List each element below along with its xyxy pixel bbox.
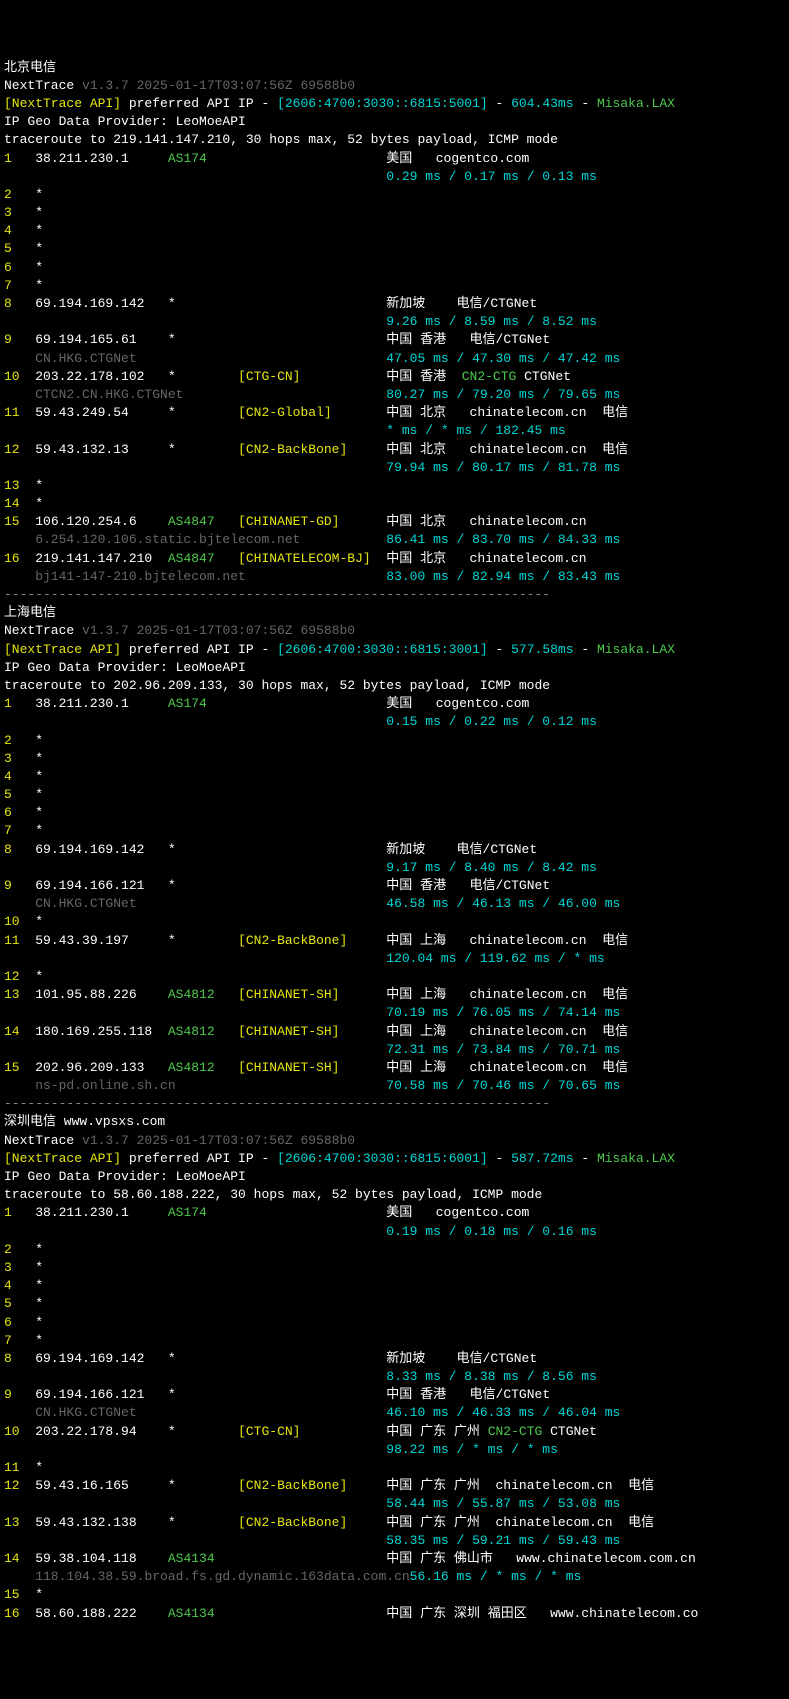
terminal-output: 北京电信NextTrace v1.3.7 2025-01-17T03:07:56… — [4, 59, 785, 1623]
api-line: [NextTrace API] preferred API IP - [2606… — [4, 641, 785, 659]
hop-row: 1 38.211.230.1 AS174 美国 cogentco.com — [4, 1204, 785, 1222]
hop-row: 1 38.211.230.1 AS174 美国 cogentco.com — [4, 695, 785, 713]
traceroute-line: traceroute to 58.60.188.222, 30 hops max… — [4, 1186, 785, 1204]
geo-line: IP Geo Data Provider: LeoMoeAPI — [4, 659, 785, 677]
hop-row: 10 203.22.178.102 * [CTG-CN] 中国 香港 CN2-C… — [4, 368, 785, 386]
hop-rdns: CN.HKG.CTGNet 47.05 ms / 47.30 ms / 47.4… — [4, 350, 785, 368]
hop-latency: 70.19 ms / 76.05 ms / 74.14 ms — [4, 1004, 785, 1022]
hop-row: 13 * — [4, 477, 785, 495]
version-line: NextTrace v1.3.7 2025-01-17T03:07:56Z 69… — [4, 77, 785, 95]
hop-row: 8 69.194.169.142 * 新加坡 电信/CTGNet — [4, 295, 785, 313]
hop-row: 12 59.43.132.13 * [CN2-BackBone] 中国 北京 c… — [4, 441, 785, 459]
hop-row: 1 38.211.230.1 AS174 美国 cogentco.com — [4, 150, 785, 168]
hop-latency: 120.04 ms / 119.62 ms / * ms — [4, 950, 785, 968]
hop-row: 3 * — [4, 204, 785, 222]
hop-row: 6 * — [4, 259, 785, 277]
hop-row: 2 * — [4, 186, 785, 204]
hop-row: 16 58.60.188.222 AS4134 中国 广东 深圳 福田区 www… — [4, 1605, 785, 1623]
hop-latency: 9.17 ms / 8.40 ms / 8.42 ms — [4, 859, 785, 877]
hop-row: 13 59.43.132.138 * [CN2-BackBone] 中国 广东 … — [4, 1514, 785, 1532]
hop-row: 6 * — [4, 1314, 785, 1332]
hop-row: 7 * — [4, 277, 785, 295]
hop-latency: 58.35 ms / 59.21 ms / 59.43 ms — [4, 1532, 785, 1550]
hop-row: 9 69.194.166.121 * 中国 香港 电信/CTGNet — [4, 1386, 785, 1404]
version-line: NextTrace v1.3.7 2025-01-17T03:07:56Z 69… — [4, 622, 785, 640]
hop-row: 4 * — [4, 222, 785, 240]
divider: ----------------------------------------… — [4, 586, 785, 604]
hop-rdns: ns-pd.online.sh.cn 70.58 ms / 70.46 ms /… — [4, 1077, 785, 1095]
hop-row: 11 59.43.249.54 * [CN2-Global] 中国 北京 chi… — [4, 404, 785, 422]
hop-latency: 0.29 ms / 0.17 ms / 0.13 ms — [4, 168, 785, 186]
hop-row: 11 59.43.39.197 * [CN2-BackBone] 中国 上海 c… — [4, 932, 785, 950]
api-line: [NextTrace API] preferred API IP - [2606… — [4, 95, 785, 113]
hop-row: 7 * — [4, 822, 785, 840]
hop-row: 5 * — [4, 786, 785, 804]
hop-row: 6 * — [4, 804, 785, 822]
hop-latency: 9.26 ms / 8.59 ms / 8.52 ms — [4, 313, 785, 331]
hop-latency: 79.94 ms / 80.17 ms / 81.78 ms — [4, 459, 785, 477]
traceroute-line: traceroute to 219.141.147.210, 30 hops m… — [4, 131, 785, 149]
hop-rdns: 118.104.38.59.broad.fs.gd.dynamic.163dat… — [4, 1568, 785, 1586]
hop-latency: 0.19 ms / 0.18 ms / 0.16 ms — [4, 1223, 785, 1241]
hop-row: 14 180.169.255.118 AS4812 [CHINANET-SH] … — [4, 1023, 785, 1041]
hop-row: 11 * — [4, 1459, 785, 1477]
hop-rdns: CN.HKG.CTGNet 46.10 ms / 46.33 ms / 46.0… — [4, 1404, 785, 1422]
hop-latency: 0.15 ms / 0.22 ms / 0.12 ms — [4, 713, 785, 731]
hop-row: 8 69.194.169.142 * 新加坡 电信/CTGNet — [4, 1350, 785, 1368]
hop-row: 12 * — [4, 968, 785, 986]
geo-line: IP Geo Data Provider: LeoMoeAPI — [4, 113, 785, 131]
hop-row: 2 * — [4, 732, 785, 750]
hop-row: 15 * — [4, 1586, 785, 1604]
hop-row: 4 * — [4, 768, 785, 786]
hop-latency: * ms / * ms / 182.45 ms — [4, 422, 785, 440]
divider: ----------------------------------------… — [4, 1095, 785, 1113]
hop-row: 5 * — [4, 1295, 785, 1313]
hop-row: 3 * — [4, 1259, 785, 1277]
hop-latency: 58.44 ms / 55.87 ms / 53.08 ms — [4, 1495, 785, 1513]
hop-rdns: bj141-147-210.bjtelecom.net 83.00 ms / 8… — [4, 568, 785, 586]
hop-row: 10 * — [4, 913, 785, 931]
section-title: 深圳电信 www.vpsxs.com — [4, 1113, 785, 1131]
hop-row: 12 59.43.16.165 * [CN2-BackBone] 中国 广东 广… — [4, 1477, 785, 1495]
hop-rdns: 6.254.120.106.static.bjtelecom.net 86.41… — [4, 531, 785, 549]
hop-row: 15 202.96.209.133 AS4812 [CHINANET-SH] 中… — [4, 1059, 785, 1077]
hop-row: 13 101.95.88.226 AS4812 [CHINANET-SH] 中国… — [4, 986, 785, 1004]
hop-rdns: CTCN2.CN.HKG.CTGNet 80.27 ms / 79.20 ms … — [4, 386, 785, 404]
hop-row: 8 69.194.169.142 * 新加坡 电信/CTGNet — [4, 841, 785, 859]
hop-row: 9 69.194.165.61 * 中国 香港 电信/CTGNet — [4, 331, 785, 349]
hop-row: 16 219.141.147.210 AS4847 [CHINATELECOM-… — [4, 550, 785, 568]
section-title: 上海电信 — [4, 604, 785, 622]
hop-row: 14 * — [4, 495, 785, 513]
hop-row: 9 69.194.166.121 * 中国 香港 电信/CTGNet — [4, 877, 785, 895]
geo-line: IP Geo Data Provider: LeoMoeAPI — [4, 1168, 785, 1186]
traceroute-line: traceroute to 202.96.209.133, 30 hops ma… — [4, 677, 785, 695]
hop-row: 7 * — [4, 1332, 785, 1350]
hop-row: 15 106.120.254.6 AS4847 [CHINANET-GD] 中国… — [4, 513, 785, 531]
hop-row: 5 * — [4, 240, 785, 258]
hop-rdns: CN.HKG.CTGNet 46.58 ms / 46.13 ms / 46.0… — [4, 895, 785, 913]
hop-row: 4 * — [4, 1277, 785, 1295]
section-title: 北京电信 — [4, 59, 785, 77]
hop-row: 3 * — [4, 750, 785, 768]
hop-row: 10 203.22.178.94 * [CTG-CN] 中国 广东 广州 CN2… — [4, 1423, 785, 1441]
hop-latency: 8.33 ms / 8.38 ms / 8.56 ms — [4, 1368, 785, 1386]
version-line: NextTrace v1.3.7 2025-01-17T03:07:56Z 69… — [4, 1132, 785, 1150]
api-line: [NextTrace API] preferred API IP - [2606… — [4, 1150, 785, 1168]
hop-row: 14 59.38.104.118 AS4134 中国 广东 佛山市 www.ch… — [4, 1550, 785, 1568]
hop-latency: 72.31 ms / 73.84 ms / 70.71 ms — [4, 1041, 785, 1059]
hop-latency: 98.22 ms / * ms / * ms — [4, 1441, 785, 1459]
hop-row: 2 * — [4, 1241, 785, 1259]
